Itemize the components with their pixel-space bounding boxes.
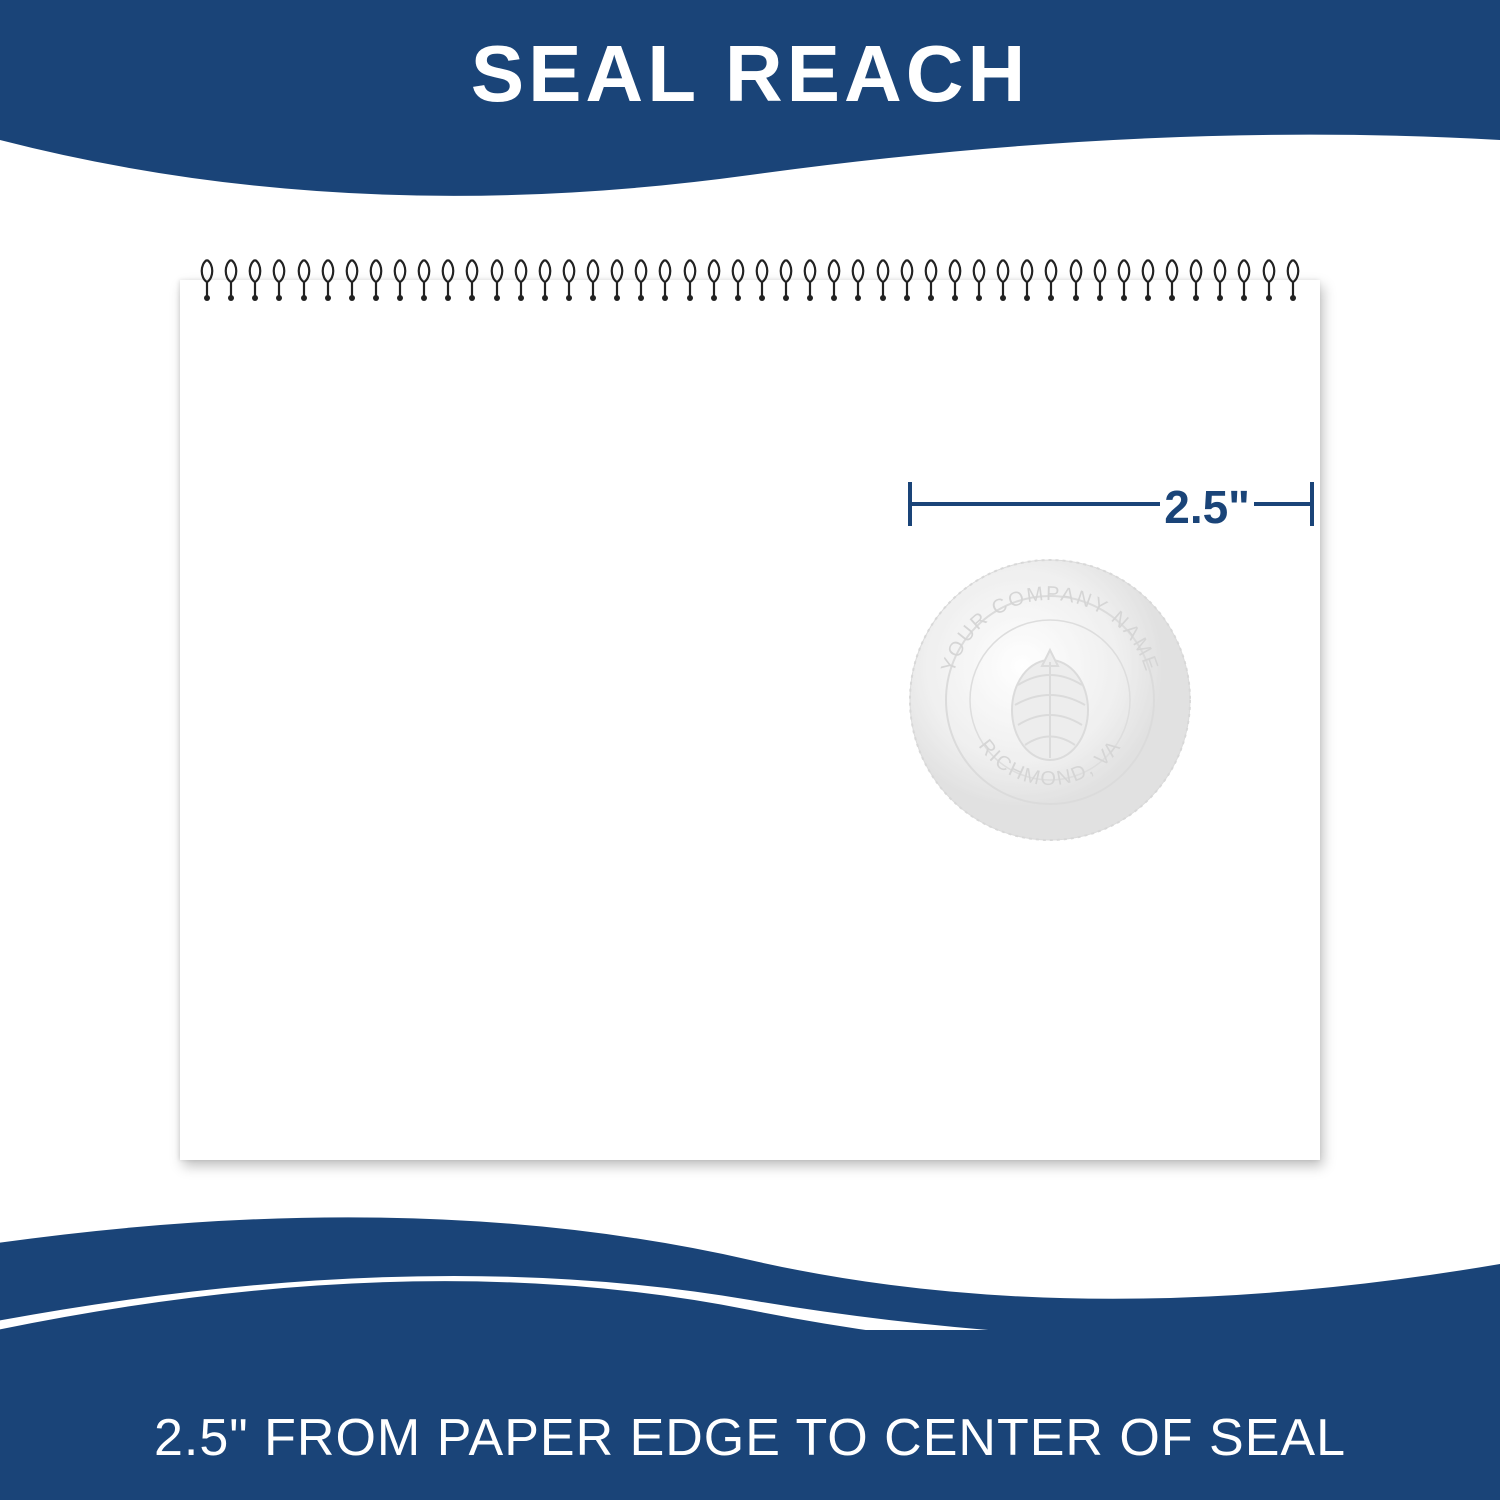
spiral-ring-icon [200, 258, 214, 302]
spiral-ring-icon [441, 258, 455, 302]
spiral-ring-icon [224, 258, 238, 302]
spiral-ring-icon [1237, 258, 1251, 302]
measure-line-right [1254, 502, 1314, 506]
measure-label: 2.5" [1164, 480, 1250, 534]
spiral-ring-icon [369, 258, 383, 302]
measure-line-left [908, 502, 1160, 506]
notepad: 2.5" [180, 280, 1320, 1160]
spiral-ring-icon [1165, 258, 1179, 302]
spiral-ring-icon [755, 258, 769, 302]
measure-cap-right [1310, 482, 1314, 526]
spiral-ring-icon [779, 258, 793, 302]
spiral-ring-icon [803, 258, 817, 302]
spiral-ring-icon [948, 258, 962, 302]
spiral-ring-icon [514, 258, 528, 302]
spiral-ring-icon [610, 258, 624, 302]
spiral-ring-icon [490, 258, 504, 302]
spiral-ring-icon [900, 258, 914, 302]
spiral-ring-icon [996, 258, 1010, 302]
spiral-ring-icon [1117, 258, 1131, 302]
spiral-ring-icon [1213, 258, 1227, 302]
spiral-ring-icon [876, 258, 890, 302]
spiral-ring-icon [851, 258, 865, 302]
spiral-ring-icon [248, 258, 262, 302]
spiral-ring-icon [1141, 258, 1155, 302]
header-title: SEAL REACH [0, 28, 1500, 120]
spiral-ring-icon [924, 258, 938, 302]
spiral-ring-icon [297, 258, 311, 302]
spiral-ring-icon [634, 258, 648, 302]
spiral-ring-icon [1044, 258, 1058, 302]
spiral-ring-icon [1286, 258, 1300, 302]
spiral-binding [200, 258, 1300, 302]
spiral-ring-icon [393, 258, 407, 302]
measurement-indicator: 2.5" [900, 480, 1320, 530]
spiral-ring-icon [417, 258, 431, 302]
spiral-ring-icon [1069, 258, 1083, 302]
spiral-ring-icon [345, 258, 359, 302]
spiral-ring-icon [827, 258, 841, 302]
spiral-ring-icon [586, 258, 600, 302]
spiral-ring-icon [683, 258, 697, 302]
spiral-ring-icon [538, 258, 552, 302]
footer-text: 2.5" FROM PAPER EDGE TO CENTER OF SEAL [0, 1408, 1500, 1468]
spiral-ring-icon [972, 258, 986, 302]
spiral-ring-icon [731, 258, 745, 302]
spiral-ring-icon [1189, 258, 1203, 302]
spiral-ring-icon [465, 258, 479, 302]
spiral-ring-icon [321, 258, 335, 302]
spiral-ring-icon [562, 258, 576, 302]
spiral-ring-icon [1020, 258, 1034, 302]
spiral-ring-icon [658, 258, 672, 302]
embossed-seal: YOUR COMPANY NAME RICHMOND, VA [900, 550, 1200, 850]
spiral-ring-icon [272, 258, 286, 302]
spiral-ring-icon [1093, 258, 1107, 302]
spiral-ring-icon [707, 258, 721, 302]
spiral-ring-icon [1262, 258, 1276, 302]
